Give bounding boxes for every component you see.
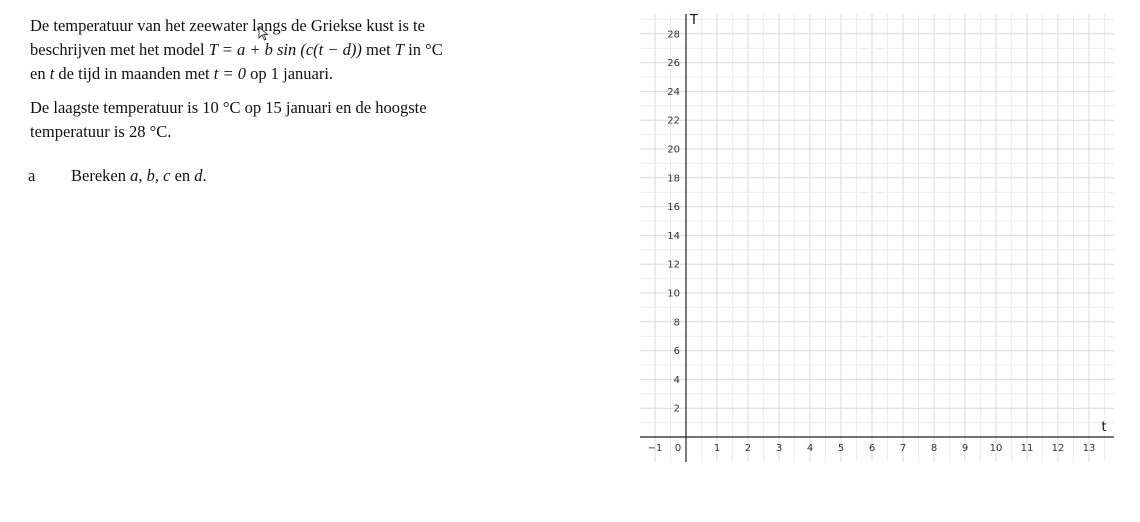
x-tick-label: 10 <box>990 443 1003 454</box>
question-vars: a, b, c <box>130 166 171 185</box>
x-tick-label: 3 <box>776 443 782 454</box>
t-equation: t = 0 <box>213 64 246 83</box>
x-tick-label: 9 <box>962 443 968 454</box>
question-text-end: . <box>202 166 207 185</box>
coordinate-graph: −1 0 1 2 3 4 5 6 7 8 9 10 11 12 1324681012141618202224… <box>640 13 1114 462</box>
y-tick-label: 4 <box>674 375 680 386</box>
y-tick-label: 22 <box>667 116 680 127</box>
mouse-cursor-icon <box>258 26 269 41</box>
x-tick-label: 6 <box>869 443 875 454</box>
problem-line-2-end: in °C <box>404 40 443 59</box>
x-tick-label: 5 <box>838 443 844 454</box>
question-a: a Bereken a, b, c en d. <box>28 164 207 188</box>
y-tick-label: 24 <box>667 87 680 98</box>
problem-line-3-end: op 1 januari. <box>245 64 334 83</box>
y-tick-label: 14 <box>667 231 680 242</box>
y-tick-label: 20 <box>667 145 680 156</box>
x-tick-label: 7 <box>900 443 906 454</box>
problem-line-3-mid: de tijd in maanden met <box>54 64 214 83</box>
problem-line-3-start: en <box>30 64 50 83</box>
x-tick-label: 13 <box>1083 443 1096 454</box>
problem-paragraph-2: De laagste temperatuur is 10 °C op 15 ja… <box>30 96 510 144</box>
x-tick-label: 4 <box>807 443 813 454</box>
problem-line-1: De temperatuur van het zeewater langs de… <box>30 16 425 35</box>
model-formula: T = a + b sin (c(t − d)) <box>208 40 362 59</box>
problem-line-2-start: beschrijven met het model <box>30 40 209 59</box>
x-tick-label: 2 <box>745 443 751 454</box>
question-text-mid: en <box>170 166 195 185</box>
x-axis-label: t <box>1101 420 1106 435</box>
problem-text: De temperatuur van het zeewater langs de… <box>30 14 510 154</box>
x-tick-label: 0 <box>675 443 681 454</box>
question-label: a <box>28 166 36 185</box>
problem-line-4: De laagste temperatuur is 10 °C op 15 ja… <box>30 98 427 117</box>
y-tick-label: 26 <box>667 58 680 69</box>
var-T: T <box>394 40 405 59</box>
y-tick-label: 6 <box>674 346 680 357</box>
x-tick-label: 8 <box>931 443 937 454</box>
y-tick-label: 28 <box>667 29 680 40</box>
x-tick-label: 12 <box>1052 443 1065 454</box>
y-tick-label: 10 <box>667 289 680 300</box>
question-var-d: d <box>194 166 203 185</box>
problem-line-2-mid: met <box>361 40 395 59</box>
x-tick-label: −1 <box>648 443 663 454</box>
var-t: t <box>49 64 55 83</box>
y-tick-label: 8 <box>674 317 680 328</box>
y-axis-label: T <box>689 13 698 28</box>
question-text-start: Bereken <box>71 166 131 185</box>
problem-paragraph-1: De temperatuur van het zeewater langs de… <box>30 14 510 86</box>
y-tick-label: 12 <box>667 260 680 271</box>
y-tick-label: 2 <box>674 404 680 415</box>
problem-line-5: temperatuur is 28 °C. <box>30 122 172 141</box>
y-tick-label: 18 <box>667 173 680 184</box>
x-tick-label: 1 <box>714 443 720 454</box>
y-tick-label: 16 <box>667 202 680 213</box>
x-tick-label: 11 <box>1021 443 1034 454</box>
